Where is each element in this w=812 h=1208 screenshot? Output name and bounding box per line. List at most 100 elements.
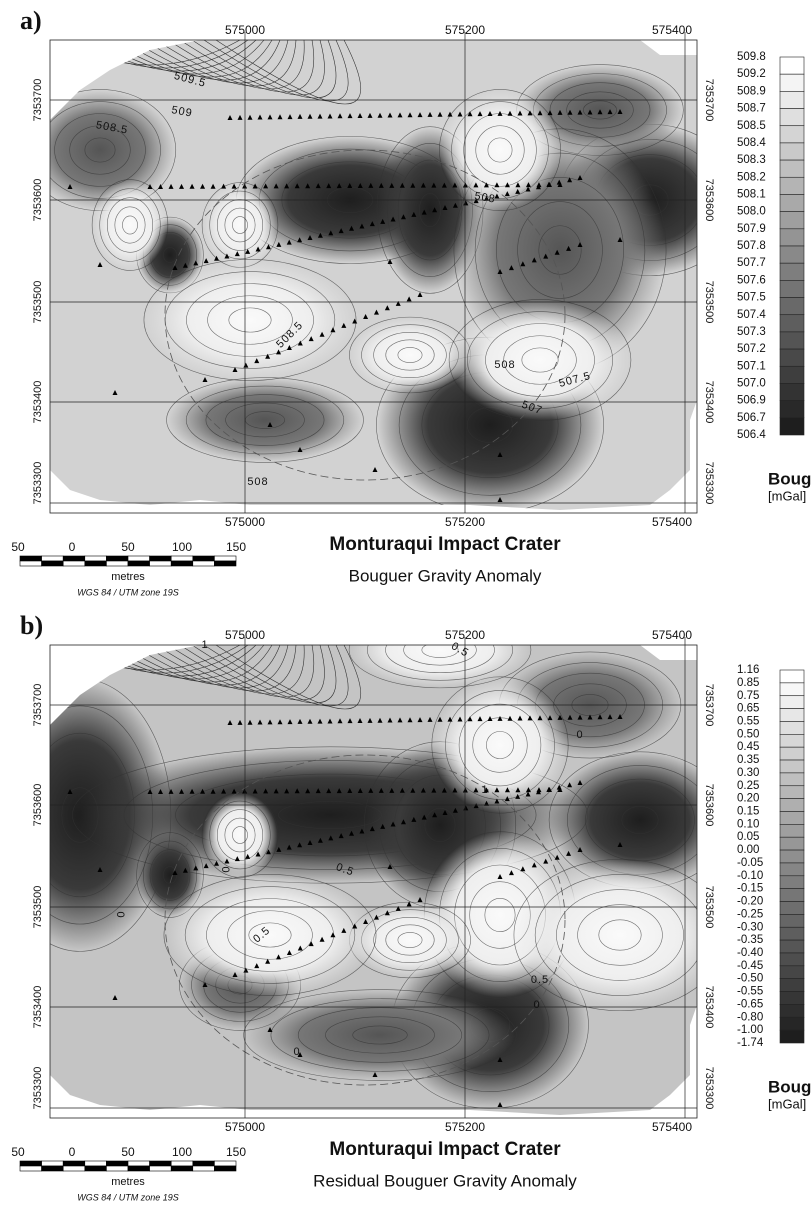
scale-segment [106, 1160, 129, 1167]
station [452, 202, 458, 208]
station [597, 714, 603, 720]
contour [69, 125, 131, 175]
contour-label: 1 [481, 784, 488, 796]
contour [131, 645, 289, 689]
station [390, 216, 396, 222]
scale-tick-label: 50 [121, 1145, 135, 1159]
station [297, 718, 303, 724]
contour [191, 40, 337, 99]
legend-level: 507.0 [737, 377, 766, 389]
scale-tick-label: 100 [172, 1145, 192, 1159]
scale-segment [149, 560, 172, 567]
scale-segment [41, 1160, 64, 1167]
station [399, 182, 405, 188]
station [67, 789, 73, 794]
contour [215, 645, 361, 710]
contour [556, 889, 684, 981]
station [483, 182, 489, 188]
station [517, 110, 523, 116]
contour [54, 113, 146, 187]
station [577, 109, 583, 115]
scale-segment [127, 1160, 150, 1167]
legend-level: 0.55 [737, 715, 759, 727]
contour [119, 40, 281, 81]
station [359, 223, 365, 229]
station [330, 932, 336, 938]
station [232, 367, 238, 372]
anomaly [202, 793, 278, 877]
station [158, 183, 164, 189]
station [182, 262, 188, 268]
legend-swatch [779, 245, 805, 264]
station [252, 788, 258, 794]
legend-swatch [779, 952, 805, 967]
legend-swatch [779, 824, 805, 838]
station [417, 292, 423, 297]
scale-segment [62, 560, 86, 567]
scale-segment [192, 555, 215, 562]
legend-level: 508.4 [737, 137, 766, 149]
station [546, 181, 552, 187]
station [357, 787, 363, 793]
map-frame [49, 644, 698, 1119]
station [441, 182, 447, 188]
station [182, 867, 188, 873]
station [497, 497, 503, 502]
station [254, 358, 260, 364]
y-tick-label-right: 7353300 [703, 1067, 715, 1110]
contour [517, 201, 603, 299]
legend-level: 506.4 [737, 429, 766, 441]
station [452, 807, 458, 813]
legend-swatch [779, 875, 805, 889]
legend-level: -0.20 [737, 896, 763, 908]
legend-swatch [779, 772, 805, 787]
station [484, 800, 490, 806]
scale-segment [214, 555, 237, 562]
anomaly [202, 183, 278, 267]
station [341, 322, 347, 328]
station [214, 255, 220, 261]
legend-swatch [779, 914, 805, 928]
contour [409, 791, 471, 859]
scale-segment [170, 555, 194, 562]
station [527, 715, 533, 721]
station [566, 245, 572, 251]
contour [534, 874, 697, 996]
legend-level: 509.2 [737, 68, 766, 80]
legend-swatch [779, 280, 805, 298]
station [477, 111, 483, 117]
station [243, 362, 249, 368]
scale-segment [62, 1160, 86, 1167]
contour [179, 40, 325, 96]
station [305, 788, 311, 794]
legend-swatch [779, 400, 805, 419]
scale-tick-label: 50 [11, 1145, 25, 1159]
legend-level: 0.50 [737, 728, 759, 740]
station [587, 714, 593, 720]
station [554, 854, 560, 860]
station [515, 787, 521, 793]
contour [216, 199, 264, 251]
contour-label: 509 [170, 104, 193, 120]
station [67, 184, 73, 189]
station [497, 715, 503, 721]
contour [185, 385, 345, 455]
station [457, 716, 463, 722]
panel-label: a) [20, 6, 42, 35]
station [265, 244, 271, 250]
station [357, 718, 363, 723]
station [543, 858, 549, 864]
legend-swatch [779, 1029, 805, 1044]
station [410, 182, 416, 188]
station [369, 826, 375, 832]
station [508, 870, 514, 876]
figure-subtitle: Residual Bouguer Gravity Anomaly [313, 1171, 577, 1190]
station [273, 788, 279, 794]
station [367, 717, 373, 723]
station [267, 719, 273, 725]
station [497, 1057, 503, 1062]
station [389, 182, 395, 188]
contour [521, 347, 559, 373]
station [527, 110, 533, 116]
